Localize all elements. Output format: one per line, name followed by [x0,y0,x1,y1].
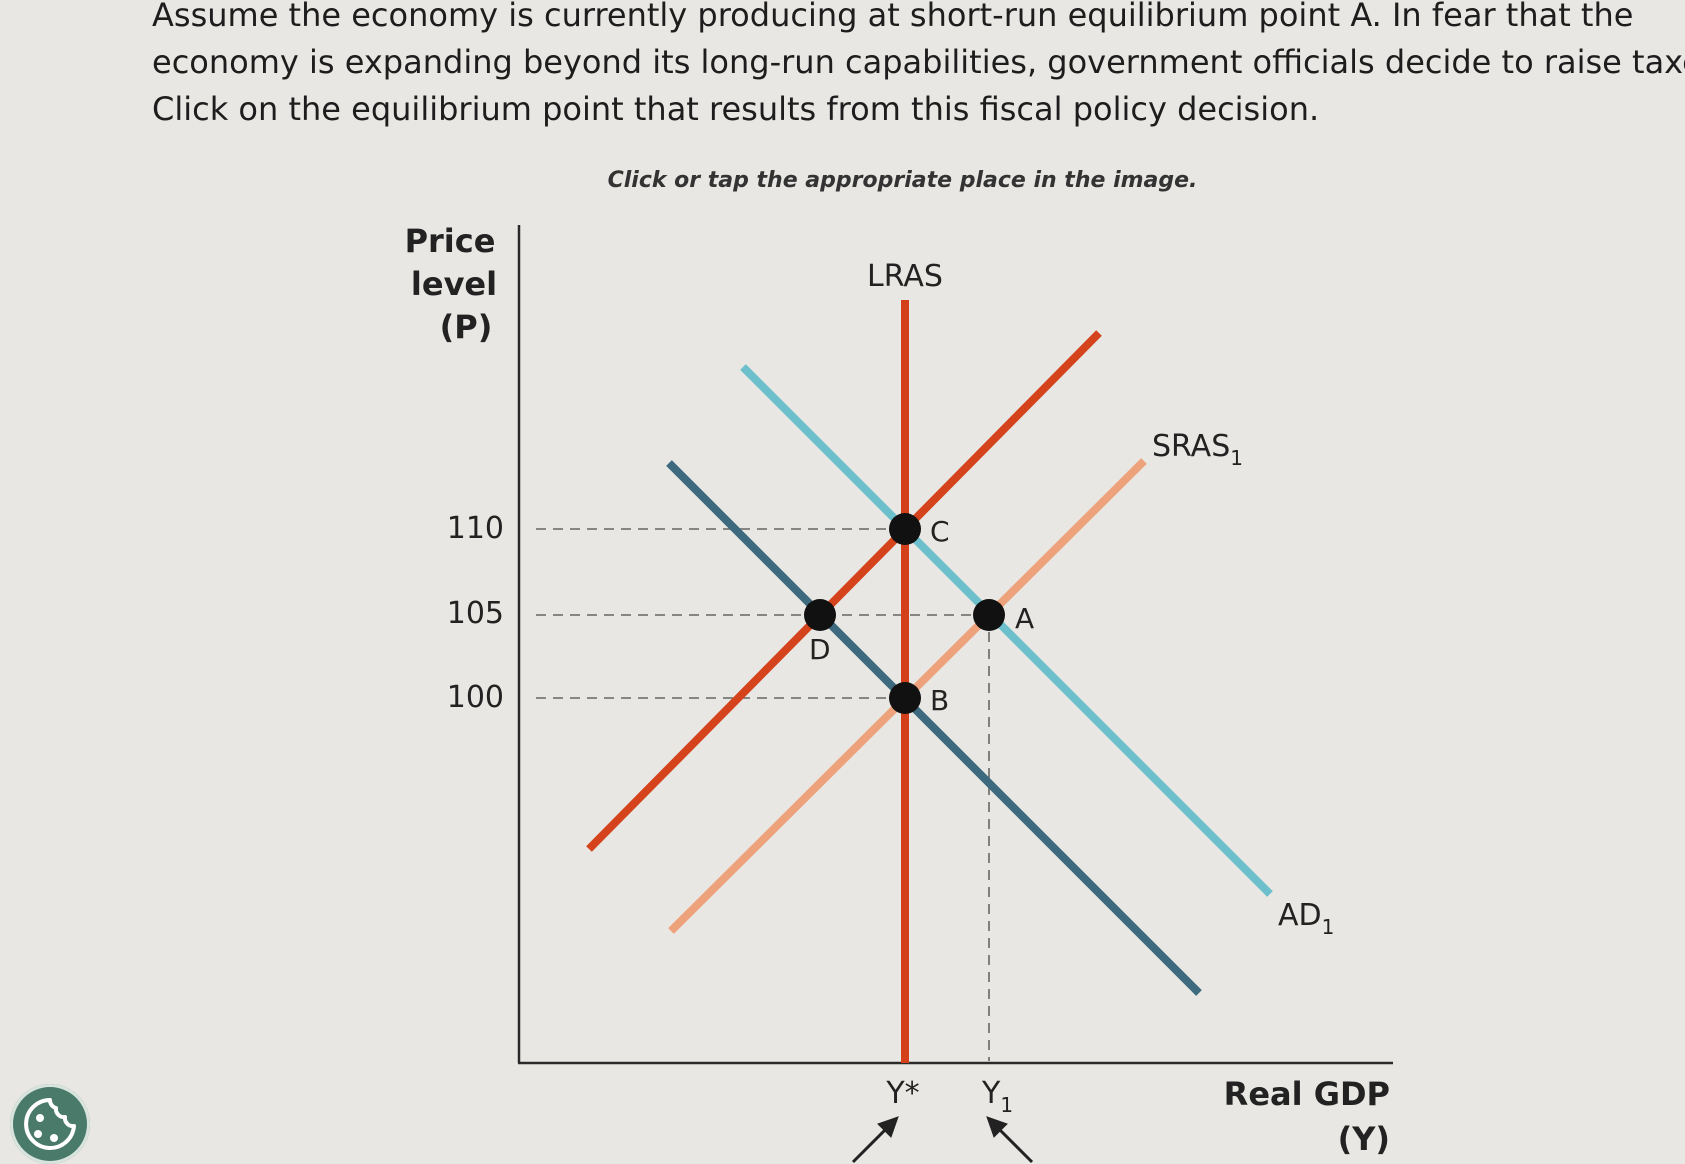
ad1-label-main: AD [1278,898,1322,933]
arrow-up-right-icon [851,1116,899,1164]
arrow-up-left-icon [986,1116,1034,1164]
x-tick-y1: Y1 [981,1076,1013,1117]
sras1-label-sub: 1 [1230,446,1243,470]
y-axis-label-line-1: Price [405,222,496,260]
instruction-text: Click or tap the appropriate place in th… [607,168,1198,193]
question-line-1: Assume the economy is currently producin… [152,0,1634,34]
question-text: Assume the economy is currently producin… [152,0,1685,133]
point-b-label: B [930,684,949,717]
ad2-curve [666,460,1202,996]
point-c[interactable] [889,513,921,545]
point-b[interactable] [889,682,921,714]
x-tick-y1-sub: 1 [1000,1093,1013,1117]
lras-label: LRAS [867,259,943,294]
y-axis-label-line-3: (P) [440,308,493,346]
x-axis-label-line-1: Real GDP [1224,1075,1390,1113]
point-a[interactable] [973,599,1005,631]
ad1-label-sub: 1 [1322,915,1335,939]
y-tick-105: 105 [447,596,504,631]
point-c-label: C [930,515,950,548]
sras2-curve [586,330,1102,852]
cookie-settings-button[interactable] [10,1084,90,1164]
question-line-2: economy is expanding beyond its long-run… [152,43,1685,81]
point-a-label: A [1015,602,1034,635]
sras1-label: SRAS1 [1152,429,1243,470]
y-tick-110: 110 [447,511,504,546]
y-tick-100: 100 [447,680,504,715]
cookie-settings-icon [24,1098,76,1150]
y-axis-label-line-2: level [411,265,497,303]
x-tick-ystar: Y* [885,1076,919,1111]
question-line-3: Click on the equilibrium point that resu… [152,90,1320,128]
x-tick-y1-main: Y [981,1076,1001,1111]
sras1-label-main: SRAS [1152,429,1230,464]
ad1-curve [740,364,1273,897]
point-d-label: D [809,633,831,666]
x-axis-label-line-2: (Y) [1338,1120,1390,1158]
point-d[interactable] [804,599,836,631]
ad1-label: AD1 [1278,898,1334,939]
